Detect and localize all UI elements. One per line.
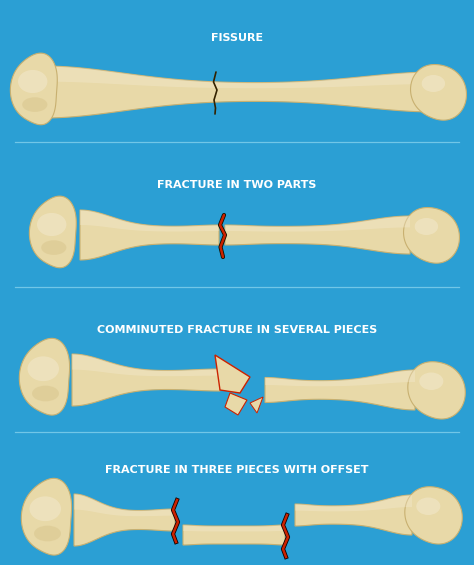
Polygon shape bbox=[74, 494, 175, 516]
Polygon shape bbox=[29, 196, 76, 268]
Ellipse shape bbox=[22, 97, 47, 112]
Polygon shape bbox=[43, 66, 435, 88]
Polygon shape bbox=[408, 362, 465, 419]
Polygon shape bbox=[225, 393, 247, 415]
Ellipse shape bbox=[422, 75, 445, 92]
Text: FISSURE: FISSURE bbox=[211, 33, 263, 43]
Polygon shape bbox=[72, 354, 220, 376]
Polygon shape bbox=[43, 66, 435, 118]
Polygon shape bbox=[215, 355, 250, 393]
Polygon shape bbox=[295, 495, 412, 535]
Polygon shape bbox=[295, 495, 412, 511]
Polygon shape bbox=[410, 64, 466, 120]
Polygon shape bbox=[265, 370, 415, 386]
Ellipse shape bbox=[29, 497, 61, 521]
Polygon shape bbox=[74, 494, 175, 546]
Polygon shape bbox=[225, 216, 410, 254]
Polygon shape bbox=[405, 486, 462, 544]
Ellipse shape bbox=[32, 386, 59, 401]
Ellipse shape bbox=[18, 70, 47, 93]
Text: COMMINUTED FRACTURE IN SEVERAL PIECES: COMMINUTED FRACTURE IN SEVERAL PIECES bbox=[97, 325, 377, 335]
Text: FRACTURE IN TWO PARTS: FRACTURE IN TWO PARTS bbox=[157, 180, 317, 190]
Ellipse shape bbox=[416, 498, 440, 515]
Ellipse shape bbox=[34, 525, 61, 541]
Polygon shape bbox=[80, 210, 219, 232]
Text: FRACTURE IN THREE PIECES WITH OFFSET: FRACTURE IN THREE PIECES WITH OFFSET bbox=[105, 465, 369, 475]
Polygon shape bbox=[183, 525, 285, 532]
Polygon shape bbox=[10, 53, 57, 125]
Ellipse shape bbox=[419, 372, 443, 390]
Polygon shape bbox=[80, 210, 219, 260]
Polygon shape bbox=[72, 354, 220, 406]
Polygon shape bbox=[183, 525, 285, 545]
Ellipse shape bbox=[415, 218, 438, 235]
Polygon shape bbox=[225, 216, 410, 232]
Polygon shape bbox=[21, 479, 72, 555]
Ellipse shape bbox=[41, 240, 66, 255]
Polygon shape bbox=[19, 338, 70, 415]
Polygon shape bbox=[250, 397, 263, 413]
Polygon shape bbox=[403, 207, 459, 263]
Ellipse shape bbox=[27, 357, 59, 381]
Polygon shape bbox=[265, 370, 415, 410]
Ellipse shape bbox=[37, 213, 66, 236]
